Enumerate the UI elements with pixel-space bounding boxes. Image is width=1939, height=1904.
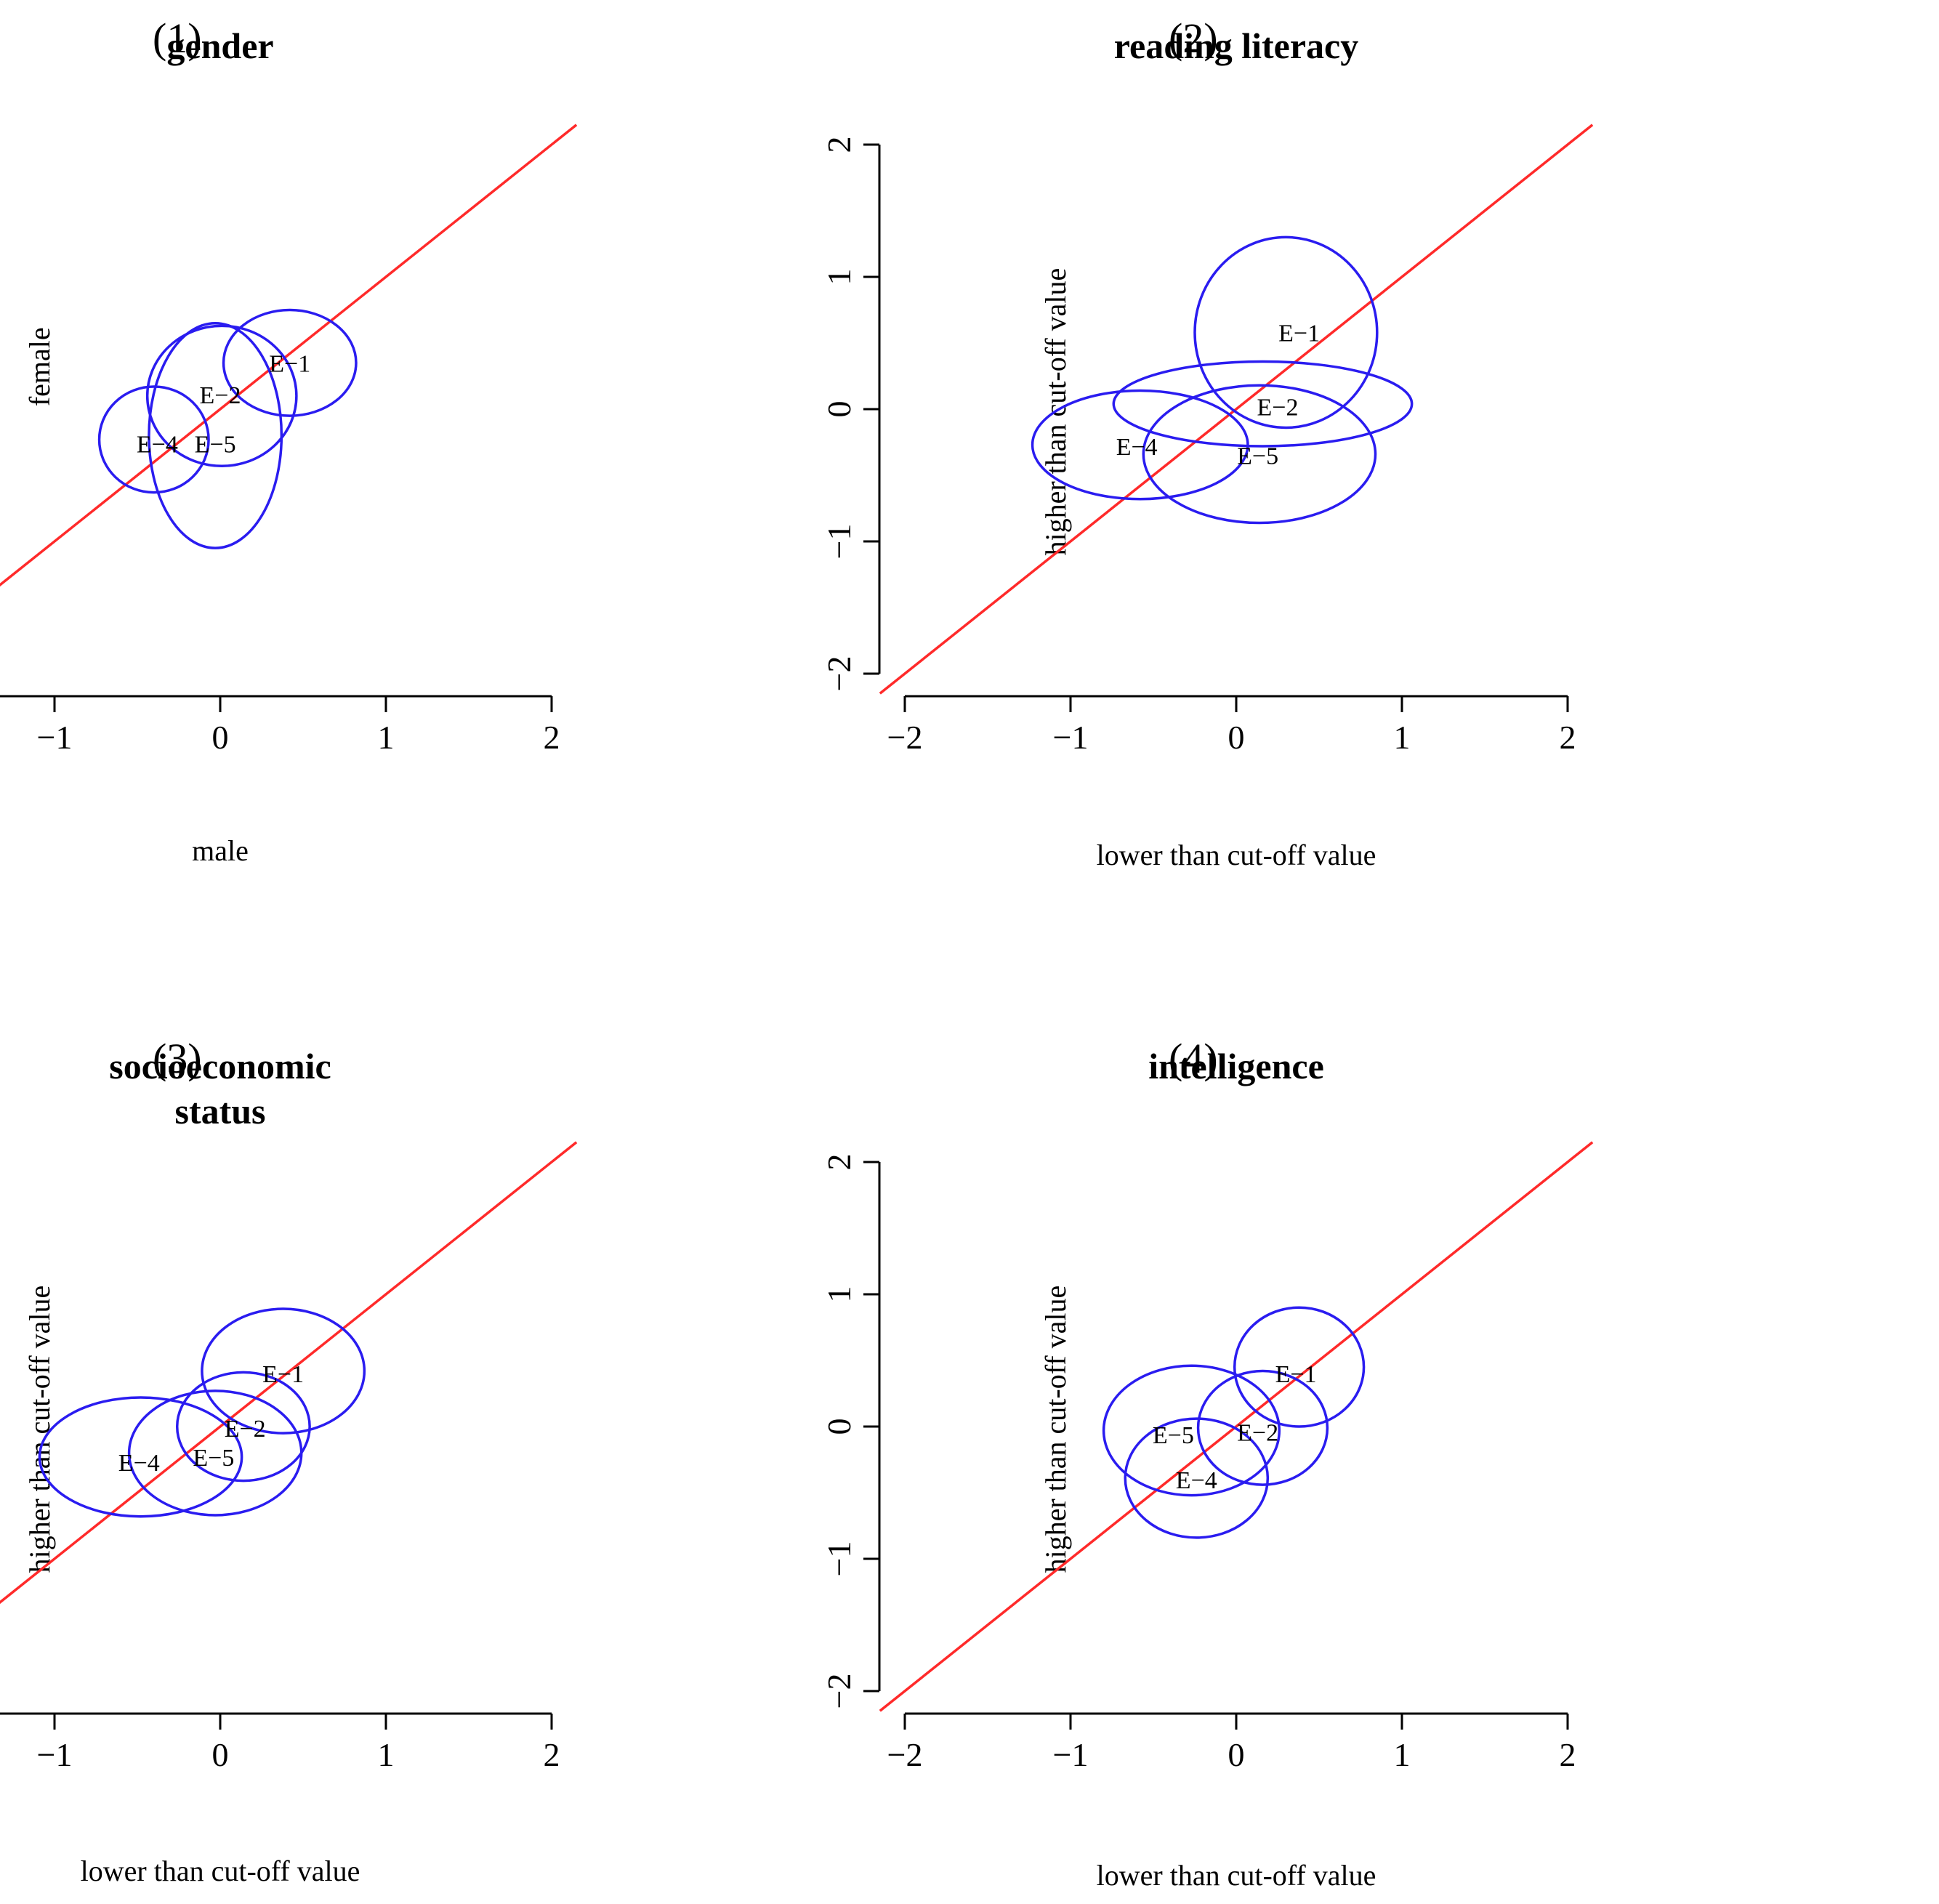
ellipse-label: E−4 xyxy=(118,1450,160,1477)
ellipse-e1 xyxy=(1233,1306,1366,1428)
y-tick-label: −2 xyxy=(821,1674,858,1709)
x-tick-label: 0 xyxy=(1228,719,1245,756)
x-tick-label: −1 xyxy=(1053,719,1089,756)
chart-title: status xyxy=(174,1091,265,1131)
x-tick-label: 1 xyxy=(1394,719,1411,756)
chart-title: socioeconomic xyxy=(109,1046,331,1086)
ellipse-e2 xyxy=(1196,1369,1329,1486)
reference-line xyxy=(879,1141,1594,1712)
y-tick-label: −1 xyxy=(821,1541,858,1577)
chart-panel-2: (2)reading literacy −2 −1 0 1 2 −2 −1 0 1 2 lower t… xyxy=(821,15,1594,871)
x-tick-label: 2 xyxy=(1560,719,1576,756)
ellipse-label: E−4 xyxy=(1116,434,1158,461)
ellipse-label: E−2 xyxy=(225,1416,266,1443)
x-axis-label: lower than cut-off value xyxy=(1097,1859,1376,1892)
ellipse-e4 xyxy=(1031,389,1249,501)
ellipse-label: E−5 xyxy=(193,1445,234,1472)
panel-label: (2) xyxy=(1169,15,1218,62)
x-tick-label: 2 xyxy=(544,1736,560,1773)
y-axis-label: female xyxy=(23,327,56,406)
x-axis-label: male xyxy=(192,834,249,867)
x-tick-label: 2 xyxy=(1560,1736,1576,1773)
y-tick-label: 2 xyxy=(821,137,858,153)
panel-label: (3) xyxy=(153,1035,202,1082)
ellipse-e2 xyxy=(145,324,298,468)
reference-line xyxy=(0,1141,578,1605)
x-tick-label: −2 xyxy=(887,1736,923,1773)
x-tick-label: −2 xyxy=(887,719,923,756)
y-tick-label: 2 xyxy=(821,1154,858,1171)
y-tick-label: 0 xyxy=(821,401,858,418)
ellipse-label: E−1 xyxy=(262,1361,304,1388)
ellipse-label: E−1 xyxy=(1278,320,1320,347)
ellipse-e4 xyxy=(38,1396,243,1518)
ellipse-label: E−1 xyxy=(1275,1361,1317,1388)
ellipse-e4 xyxy=(1124,1417,1270,1539)
ellipse-e2 xyxy=(175,1371,311,1483)
x-tick-label: 1 xyxy=(378,719,395,756)
ellipse-label: E−5 xyxy=(195,431,236,458)
x-tick-label: 0 xyxy=(212,1736,229,1773)
ellipse-e1 xyxy=(201,1307,366,1435)
x-axis-label: lower than cut-off value xyxy=(81,1855,360,1887)
ellipse-e4 xyxy=(97,385,210,494)
chart-panel-1: (1)gender−2−1012−2−1012malefemaleE−1E−2E… xyxy=(0,15,578,867)
ellipse-e5 xyxy=(127,1389,303,1517)
y-tick-label: 0 xyxy=(821,1419,858,1435)
reference-line xyxy=(0,124,578,587)
x-tick-label: 1 xyxy=(378,1736,395,1773)
chart-panel-3: (3)socioeconomicstatus−2−1012−2−1012lowe… xyxy=(0,1035,578,1887)
y-tick-label: 1 xyxy=(821,269,858,286)
ellipse-e2 xyxy=(1112,360,1414,448)
x-tick-label: −1 xyxy=(1053,1736,1089,1773)
x-tick-label: 0 xyxy=(1228,1736,1245,1773)
chart-title: gender xyxy=(166,25,273,66)
x-tick-label: 2 xyxy=(544,719,560,756)
ellipse-label: E−1 xyxy=(269,350,310,377)
ellipse-label: E−2 xyxy=(1237,1419,1278,1446)
ellipse-e5 xyxy=(1142,384,1377,525)
ellipse-label: E−5 xyxy=(1237,443,1278,470)
y-tick-label: −1 xyxy=(821,524,858,560)
ellipse-label: E−2 xyxy=(1257,394,1299,421)
chart-title: reading literacy xyxy=(1114,25,1359,66)
ellipse-e5 xyxy=(1102,1364,1281,1497)
ellipse-label: E−5 xyxy=(1153,1422,1194,1449)
ellipse-label: E−2 xyxy=(200,382,241,409)
y-axis-label: higher than cut-off value xyxy=(1039,1286,1072,1573)
ellipse-label: E−4 xyxy=(137,431,178,458)
panel-label: (4) xyxy=(1169,1035,1218,1082)
y-tick-label: 1 xyxy=(821,1286,858,1303)
y-tick-label: −2 xyxy=(821,656,858,692)
chart-panel-4: (4)intelligence −2 −1 0 1 2 −2 −1 0 1 2 lower than … xyxy=(821,1035,1594,1892)
panel-label: (1) xyxy=(153,15,202,62)
x-tick-label: 0 xyxy=(212,719,229,756)
x-axis-label: lower than cut-off value xyxy=(1097,839,1376,871)
x-tick-label: −1 xyxy=(37,1736,73,1773)
x-tick-label: 1 xyxy=(1394,1736,1411,1773)
ellipse-e1 xyxy=(1193,235,1379,429)
ellipse-label: E−4 xyxy=(1176,1467,1217,1494)
x-tick-label: −1 xyxy=(37,719,73,756)
ellipse-e5 xyxy=(148,321,283,549)
reference-line xyxy=(879,124,1594,695)
ellipse-e1 xyxy=(222,308,358,417)
chart-title: intelligence xyxy=(1148,1046,1324,1086)
